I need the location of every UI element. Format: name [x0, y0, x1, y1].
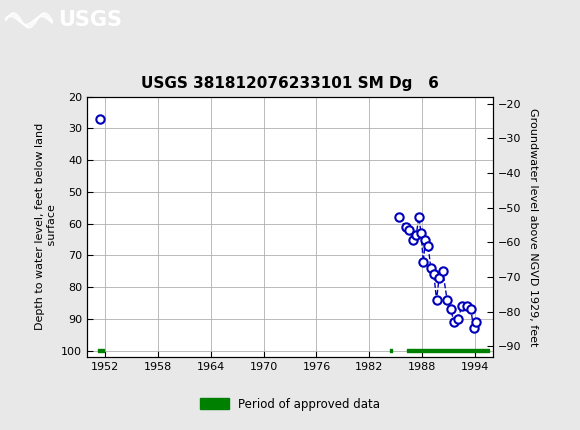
Legend: Period of approved data: Period of approved data: [195, 393, 385, 415]
Y-axis label: Groundwater level above NGVD 1929, feet: Groundwater level above NGVD 1929, feet: [528, 108, 538, 346]
Y-axis label: Depth to water level, feet below land
 surface: Depth to water level, feet below land su…: [35, 123, 57, 330]
Text: USGS: USGS: [58, 10, 122, 31]
Title: USGS 381812076233101 SM Dg   6: USGS 381812076233101 SM Dg 6: [141, 77, 439, 92]
